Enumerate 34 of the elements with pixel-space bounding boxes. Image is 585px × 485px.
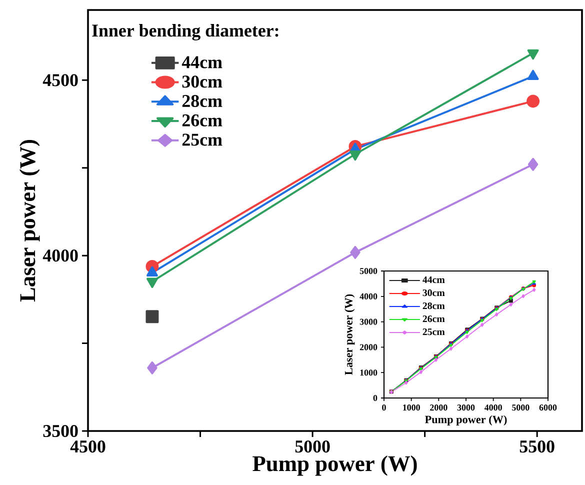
y-tick-label: 4500 [42, 74, 78, 86]
y-tick-label: 3500 [43, 424, 78, 438]
x-tick-label: 2000 [430, 404, 448, 411]
x-tick-label: 5500 [520, 440, 554, 453]
legend-label: 26cm [182, 114, 222, 126]
x-tick-label: 6000 [539, 404, 557, 411]
legend-label: 30cm [182, 76, 222, 88]
x-tick-label: 4500 [70, 440, 106, 453]
legend-title: Inner bending diameter: [92, 24, 278, 40]
x-tick-label: 5000 [295, 440, 330, 453]
x-tick-label: 1000 [403, 404, 420, 411]
x-tick-label: 4000 [484, 404, 502, 411]
x-tick-label: 5000 [512, 404, 530, 411]
x-axis-title: Pump power (W) [252, 455, 417, 476]
y-tick-label: 2000 [360, 344, 378, 350]
legend-label: 28cm [422, 302, 445, 310]
y-tick-label: 4000 [360, 293, 378, 300]
y-tick-label: 5000 [360, 268, 378, 274]
legend-label: 30cm [422, 289, 445, 296]
legend-label: 44cm [422, 276, 445, 284]
legend-label: 44cm [182, 56, 222, 68]
legend-label: 25cm [182, 134, 222, 146]
y-tick-label: 3000 [360, 318, 378, 325]
y-tick-label: 4000 [42, 250, 78, 262]
y-axis-title: Laser power (W) [344, 294, 355, 375]
x-tick-label: 3000 [457, 404, 475, 411]
legend-label: 26cm [422, 315, 445, 322]
y-tick-label: 1000 [360, 370, 378, 376]
legend-label: 25cm [422, 328, 445, 336]
x-tick-label: 0 [382, 404, 386, 411]
legend-label: 28cm [182, 94, 222, 108]
y-tick-label: 0 [373, 394, 378, 402]
y-axis-title: Laser power (W) [19, 140, 40, 302]
x-axis-title: Pump power (W) [424, 415, 507, 426]
